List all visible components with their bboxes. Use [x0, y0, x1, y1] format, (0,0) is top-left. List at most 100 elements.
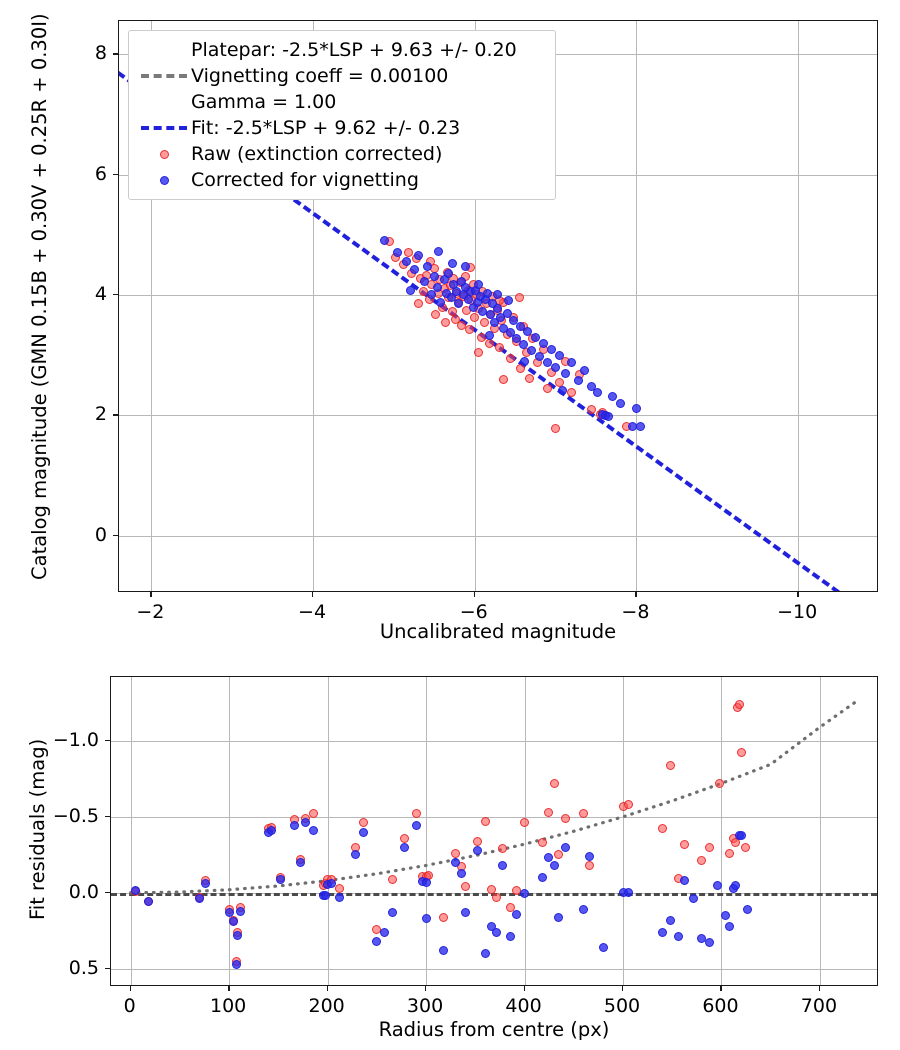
data-point — [309, 825, 319, 835]
data-point — [485, 309, 495, 319]
gridline-horizontal — [111, 816, 877, 818]
data-point — [231, 959, 241, 969]
data-point — [635, 421, 645, 431]
data-point — [679, 839, 689, 849]
data-point — [579, 905, 589, 914]
data-point — [697, 933, 707, 943]
data-point — [480, 816, 490, 826]
legend-label: Fit: -2.5*LSP + 9.62 +/- 0.23 — [191, 116, 461, 139]
data-point — [543, 357, 552, 367]
data-point — [479, 317, 489, 327]
red-dot-icon — [137, 149, 191, 159]
data-point — [447, 259, 457, 269]
x-axis-label: Uncalibrated magnitude — [379, 620, 617, 643]
x-tick-label: 0 — [123, 995, 136, 1017]
magnitude-calibration-legend: Platepar: -2.5*LSP + 9.63 +/- 0.20 Vigne… — [128, 30, 556, 200]
dashed-line-blue-icon — [137, 126, 191, 130]
data-point — [439, 912, 449, 922]
data-point — [518, 339, 528, 349]
x-axis-label: Radius from centre (px) — [378, 1018, 610, 1041]
data-point — [460, 908, 470, 918]
data-point — [593, 387, 603, 397]
legend-label: Raw (extinction corrected) — [191, 142, 443, 165]
magnitude-calibration-panel: Platepar: -2.5*LSP + 9.63 +/- 0.20 Vigne… — [28, 13, 878, 643]
data-point — [451, 848, 461, 858]
x-tick-mark — [129, 986, 132, 991]
data-point — [470, 313, 480, 323]
data-point — [492, 927, 502, 937]
gridline-vertical — [524, 677, 526, 985]
data-point — [289, 821, 299, 831]
gridline-vertical — [798, 21, 800, 591]
y-tick-mark — [113, 534, 118, 537]
data-point — [713, 880, 723, 890]
data-point — [673, 932, 683, 942]
y-tick-mark — [113, 53, 118, 55]
data-point — [736, 748, 746, 758]
y-tick-label: 0.5 — [68, 956, 99, 979]
data-point — [380, 927, 390, 937]
data-point — [492, 290, 502, 300]
data-point — [444, 269, 454, 279]
gridline-vertical — [426, 677, 428, 985]
data-point — [309, 809, 319, 819]
data-point — [441, 317, 451, 327]
x-tick-label: −10 — [777, 601, 818, 623]
data-point — [549, 860, 559, 870]
data-point — [413, 299, 423, 309]
x-tick-mark — [312, 592, 314, 597]
data-point — [587, 381, 597, 391]
data-point — [420, 277, 430, 287]
data-point — [474, 347, 484, 357]
legend-label: Corrected for vignetting — [191, 168, 419, 191]
data-point — [724, 848, 734, 858]
data-point — [580, 365, 590, 375]
data-point — [679, 876, 689, 886]
x-tick-label: −6 — [459, 601, 488, 623]
data-point — [530, 332, 540, 342]
x-tick-mark — [797, 592, 799, 597]
data-point — [451, 857, 461, 867]
data-point — [483, 289, 493, 299]
data-point — [598, 942, 608, 952]
data-point — [665, 760, 675, 770]
y-tick-label: −0.5 — [52, 804, 99, 827]
data-point — [520, 818, 530, 828]
data-point — [439, 275, 449, 285]
y-tick-mark — [105, 967, 110, 970]
legend-row: Raw (extinction corrected) — [137, 141, 545, 167]
x-tick-label: −2 — [136, 601, 165, 623]
data-point — [506, 903, 516, 913]
data-point — [492, 303, 502, 313]
data-point — [537, 873, 547, 883]
legend-row: Fit: -2.5*LSP + 9.62 +/- 0.23 — [137, 115, 545, 141]
gridline-vertical — [721, 677, 723, 985]
data-point — [604, 412, 614, 422]
gridline-vertical — [636, 21, 638, 591]
data-point — [498, 374, 508, 384]
data-point — [429, 272, 439, 282]
legend-row: Corrected for vignetting — [137, 167, 545, 193]
data-point — [549, 778, 559, 788]
data-point — [520, 889, 530, 899]
data-point — [547, 344, 557, 354]
y-axis-label: Catalog magnitude (GMN 0.15B + 0.30V + 0… — [28, 13, 51, 580]
x-tick-label: 400 — [505, 995, 542, 1017]
data-point — [403, 248, 413, 258]
data-point — [460, 261, 470, 271]
gridline-horizontal — [119, 415, 877, 417]
data-point — [631, 403, 641, 413]
data-point — [439, 946, 449, 956]
data-point — [498, 860, 508, 870]
data-point — [421, 914, 431, 924]
x-tick-mark — [635, 592, 637, 597]
data-point — [514, 293, 524, 303]
data-point — [560, 368, 570, 378]
data-point — [742, 905, 752, 914]
data-point — [705, 842, 715, 852]
y-tick-label: 4 — [94, 282, 107, 305]
data-point — [624, 888, 634, 898]
legend-row: Vignetting coeff = 0.00100 — [137, 63, 545, 89]
data-point — [372, 936, 382, 946]
data-point — [143, 896, 153, 906]
